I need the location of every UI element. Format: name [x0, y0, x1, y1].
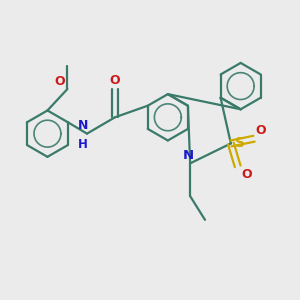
Text: O: O [110, 74, 120, 87]
Text: H: H [78, 138, 88, 151]
Text: O: O [54, 75, 65, 88]
Text: S: S [235, 136, 245, 151]
Text: N: N [77, 119, 88, 133]
Text: O: O [256, 124, 266, 137]
Text: N: N [183, 149, 194, 162]
Text: O: O [241, 168, 252, 181]
